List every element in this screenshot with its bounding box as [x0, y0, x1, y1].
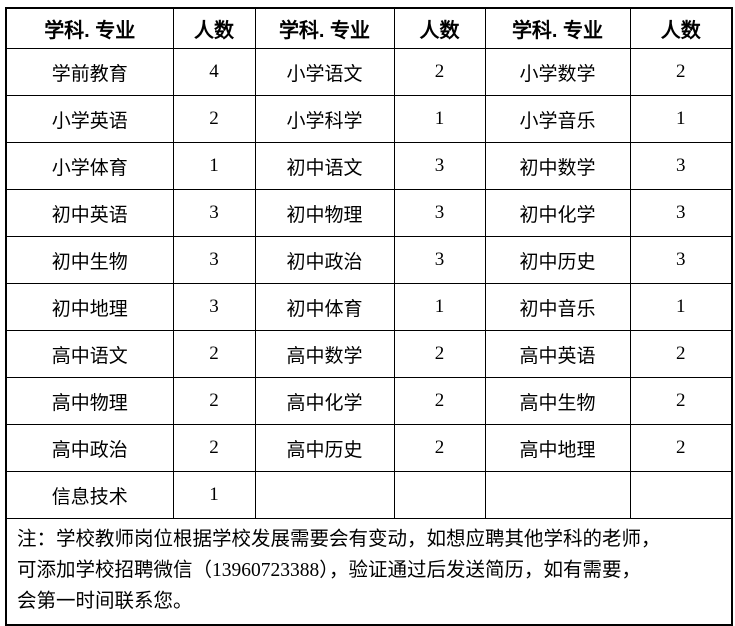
subject-cell: 小学科学 [254, 95, 395, 143]
note-line-2: 可添加学校招聘微信（13960723388），验证通过后发送简历，如有需要， [17, 560, 642, 581]
count-cell: 1 [172, 471, 256, 519]
count-cell: 2 [393, 377, 486, 425]
subject-cell: 高中化学 [254, 377, 395, 425]
table-row: 高中物理 2 高中化学 2 高中生物 2 [5, 377, 733, 425]
subject-cell: 小学数学 [484, 48, 631, 96]
count-cell: 2 [629, 48, 733, 96]
table-row: 高中政治 2 高中历史 2 高中地理 2 [5, 424, 733, 472]
table-row: 初中地理 3 初中体育 1 初中音乐 1 [5, 283, 733, 331]
table-row: 小学英语 2 小学科学 1 小学音乐 1 [5, 95, 733, 143]
note-line-3: 会第一时间联系您。 [17, 591, 193, 612]
subject-cell: 学前教育 [5, 48, 174, 96]
subject-cell: 初中生物 [5, 236, 174, 284]
count-cell [629, 471, 733, 519]
subject-cell: 高中历史 [254, 424, 395, 472]
count-cell: 1 [629, 95, 733, 143]
column-header-subject-2: 学科. 专业 [254, 7, 395, 49]
column-header-subject-1: 学科. 专业 [5, 7, 174, 49]
count-cell: 2 [629, 330, 733, 378]
subject-cell [484, 471, 631, 519]
count-cell: 3 [172, 283, 256, 331]
count-cell: 1 [393, 95, 486, 143]
table-row: 小学体育 1 初中语文 3 初中数学 3 [5, 142, 733, 190]
note-line-1: 注：学校教师岗位根据学校发展需要会有变动，如想应聘其他学科的老师， [17, 529, 661, 550]
count-cell: 4 [172, 48, 256, 96]
subject-cell: 小学英语 [5, 95, 174, 143]
count-cell: 3 [629, 142, 733, 190]
count-cell: 2 [172, 95, 256, 143]
column-header-count-2: 人数 [393, 7, 486, 49]
subject-cell: 高中语文 [5, 330, 174, 378]
subject-cell: 高中政治 [5, 424, 174, 472]
count-cell: 3 [629, 189, 733, 237]
subject-cell: 初中英语 [5, 189, 174, 237]
subject-cell: 初中音乐 [484, 283, 631, 331]
count-cell: 3 [393, 142, 486, 190]
count-cell: 3 [393, 189, 486, 237]
column-header-count-3: 人数 [629, 7, 733, 49]
column-header-subject-3: 学科. 专业 [484, 7, 631, 49]
subject-cell: 初中政治 [254, 236, 395, 284]
subject-cell: 高中生物 [484, 377, 631, 425]
subject-cell: 高中英语 [484, 330, 631, 378]
subject-cell: 小学语文 [254, 48, 395, 96]
subject-cell: 小学体育 [5, 142, 174, 190]
count-cell: 2 [393, 330, 486, 378]
count-cell: 2 [393, 48, 486, 96]
subject-cell: 初中化学 [484, 189, 631, 237]
count-cell: 3 [172, 189, 256, 237]
count-cell: 1 [393, 283, 486, 331]
subject-cell: 初中地理 [5, 283, 174, 331]
table-row: 学前教育 4 小学语文 2 小学数学 2 [5, 48, 733, 96]
table-row: 高中语文 2 高中数学 2 高中英语 2 [5, 330, 733, 378]
count-cell: 2 [629, 424, 733, 472]
count-cell: 2 [629, 377, 733, 425]
count-cell: 2 [172, 424, 256, 472]
table-row: 初中生物 3 初中政治 3 初中历史 3 [5, 236, 733, 284]
subject-cell: 初中语文 [254, 142, 395, 190]
subject-cell [254, 471, 395, 519]
count-cell: 3 [629, 236, 733, 284]
header-row: 学科. 专业 人数 学科. 专业 人数 学科. 专业 人数 [5, 7, 733, 49]
note-row: 注：学校教师岗位根据学校发展需要会有变动，如想应聘其他学科的老师， 可添加学校招… [5, 518, 733, 626]
subject-cell: 高中数学 [254, 330, 395, 378]
count-cell: 1 [172, 142, 256, 190]
subject-cell: 信息技术 [5, 471, 174, 519]
column-header-count-1: 人数 [172, 7, 256, 49]
recruitment-table: 学科. 专业 人数 学科. 专业 人数 学科. 专业 人数 学前教育 4 小学语… [5, 7, 733, 626]
subject-cell: 小学音乐 [484, 95, 631, 143]
subject-cell: 高中物理 [5, 377, 174, 425]
count-cell: 3 [172, 236, 256, 284]
subject-cell: 初中物理 [254, 189, 395, 237]
subject-cell: 高中地理 [484, 424, 631, 472]
count-cell: 2 [172, 377, 256, 425]
count-cell: 3 [393, 236, 486, 284]
count-cell: 2 [172, 330, 256, 378]
table-row: 初中英语 3 初中物理 3 初中化学 3 [5, 189, 733, 237]
subject-cell: 初中体育 [254, 283, 395, 331]
table-row: 信息技术 1 [5, 471, 733, 519]
table-note: 注：学校教师岗位根据学校发展需要会有变动，如想应聘其他学科的老师， 可添加学校招… [5, 518, 733, 626]
subject-cell: 初中数学 [484, 142, 631, 190]
count-cell [393, 471, 486, 519]
subject-cell: 初中历史 [484, 236, 631, 284]
count-cell: 1 [629, 283, 733, 331]
count-cell: 2 [393, 424, 486, 472]
